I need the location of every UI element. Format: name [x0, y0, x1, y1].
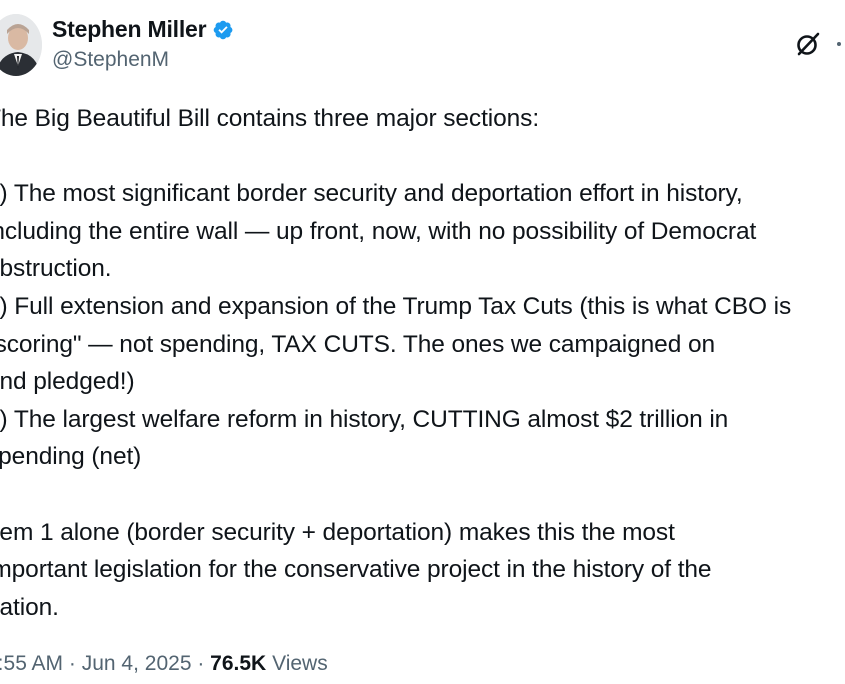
- tweet-line: obstruction.: [0, 255, 112, 283]
- more-dots-icon[interactable]: [833, 34, 845, 54]
- tweet-text: The Big Beautiful Bill contains three ma…: [0, 100, 845, 626]
- meta-separator: ·: [63, 652, 82, 675]
- tweet-line: and pledged!): [0, 368, 135, 396]
- tweet-line: important legislation for the conservati…: [0, 556, 712, 584]
- tweet-blank-line: [0, 138, 845, 176]
- views-count[interactable]: 76.5K: [210, 652, 267, 675]
- grok-slash-icon[interactable]: [794, 30, 822, 58]
- tweet-date[interactable]: Jun 4, 2025: [81, 652, 192, 675]
- views-label: Views: [272, 652, 328, 675]
- avatar-image: [0, 14, 42, 76]
- meta-separator: ·: [191, 652, 211, 675]
- tweet-blank-line: [0, 476, 845, 514]
- tweet-header: Stephen Miller @StephenM: [0, 14, 845, 78]
- tweet-line: including the entire wall — up front, no…: [0, 217, 757, 245]
- tweet-meta: 9:55 AM · Jun 4, 2025 · 76.5K Views: [0, 652, 328, 676]
- author-display-name[interactable]: Stephen Miller: [52, 16, 207, 42]
- avatar[interactable]: [0, 14, 42, 76]
- tweet-timestamp[interactable]: 9:55 AM: [0, 652, 64, 675]
- tweet-line: Item 1 alone (border security + deportat…: [0, 518, 675, 546]
- tweet-line: nation.: [0, 593, 59, 621]
- verified-badge-icon: [212, 19, 234, 41]
- tweet-line: 3) The largest welfare reform in history…: [0, 405, 729, 433]
- tweet-line: spending (net): [0, 443, 142, 471]
- tweet-line: The Big Beautiful Bill contains three ma…: [0, 105, 540, 132]
- author-handle[interactable]: @StephenM: [52, 48, 170, 71]
- tweet-line: "scoring" — not spending, TAX CUTS. The …: [0, 330, 715, 358]
- author-name-row: Stephen Miller: [52, 16, 234, 43]
- tweet-line: 2) Full extension and expansion of the T…: [0, 292, 792, 320]
- tweet-line: 1) The most significant border security …: [0, 180, 743, 208]
